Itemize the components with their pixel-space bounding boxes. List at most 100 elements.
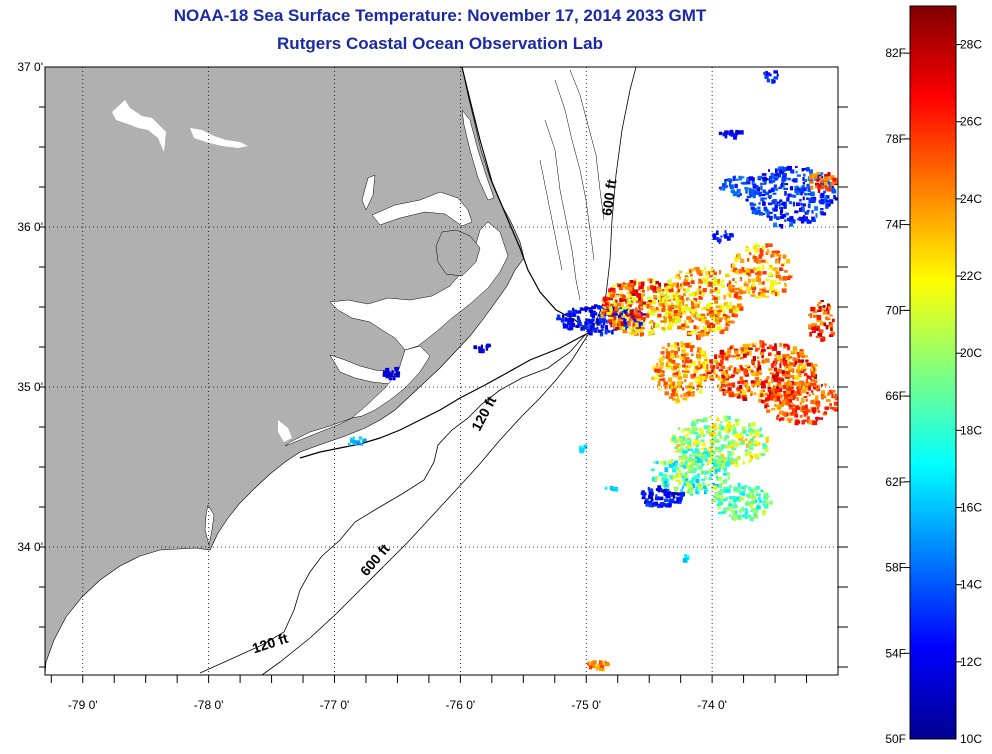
sst-pixel	[673, 392, 679, 397]
sst-pixel	[676, 300, 679, 306]
sst-pixel	[744, 514, 748, 519]
sst-pixel	[718, 354, 722, 359]
sst-pixel	[722, 389, 725, 393]
sst-pixel	[682, 464, 687, 469]
sst-pixel	[649, 310, 653, 316]
sst-pixel	[702, 291, 705, 296]
sst-pixel	[736, 188, 741, 194]
sst-pixel	[800, 385, 804, 391]
sst-pixel	[806, 362, 811, 367]
sst-pixel	[735, 419, 738, 423]
sst-pixel	[694, 438, 699, 443]
sst-pixel	[720, 235, 723, 238]
sst-pixel	[756, 367, 762, 373]
sst-pixel	[732, 268, 736, 273]
sst-pixel	[664, 300, 667, 306]
sst-pixel	[670, 393, 675, 397]
sst-pixel	[782, 385, 787, 389]
sst-pixel	[735, 510, 738, 514]
sst-pixel	[577, 319, 582, 325]
sst-pixel	[748, 176, 754, 181]
sst-pixel	[736, 194, 741, 198]
sst-pixel	[710, 267, 714, 273]
sst-pixel	[759, 378, 762, 382]
sst-pixel	[698, 286, 702, 289]
sst-pixel	[757, 259, 761, 264]
sst-pixel	[759, 427, 763, 431]
sst-pixel	[692, 483, 696, 488]
sst-pixel	[661, 294, 664, 297]
sst-pixel	[731, 448, 737, 451]
sst-pixel	[755, 485, 760, 490]
sst-pixel	[674, 355, 680, 358]
sst-pixel	[724, 130, 729, 135]
sst-pixel	[758, 433, 764, 438]
sst-pixel	[804, 218, 810, 222]
sst-pixel	[657, 485, 661, 489]
sst-pixel	[812, 420, 818, 426]
sst-pixel	[673, 363, 678, 367]
sst-pixel	[687, 332, 692, 335]
sst-pixel	[754, 192, 759, 195]
sst-pixel	[778, 418, 781, 422]
sst-pixel	[733, 191, 738, 196]
sst-pixel	[727, 486, 732, 489]
sst-pixel	[785, 401, 789, 405]
sst-pixel	[752, 443, 756, 446]
colorbar-f-label: 58F	[885, 561, 906, 575]
sst-pixel	[687, 299, 691, 302]
sst-pixel	[777, 414, 780, 417]
sst-pixel	[732, 504, 738, 509]
sst-pixel	[722, 186, 726, 191]
sst-pixel	[669, 279, 672, 284]
sst-pixel	[675, 284, 679, 288]
sst-pixel	[810, 306, 816, 312]
sst-pixel	[731, 424, 735, 430]
sst-pixel	[617, 283, 622, 288]
sst-pixel	[749, 427, 753, 432]
sst-pixel	[708, 328, 713, 332]
sst-pixel	[626, 302, 629, 308]
sst-pixel	[814, 176, 818, 181]
sst-pixel	[816, 384, 820, 390]
sst-pixel	[748, 453, 752, 456]
sst-pixel	[619, 306, 624, 311]
sst-pixel	[729, 365, 733, 369]
sst-pixel	[714, 282, 720, 286]
sst-pixel	[751, 359, 755, 364]
sst-pixel	[621, 283, 625, 288]
sst-pixel	[703, 365, 707, 370]
sst-pixel	[825, 316, 829, 321]
sst-pixel	[785, 374, 790, 378]
sst-pixel	[788, 356, 793, 359]
sst-pixel	[787, 394, 792, 398]
sst-pixel	[774, 389, 779, 392]
sst-pixel	[585, 325, 591, 330]
sst-pixel	[698, 458, 703, 461]
sst-pixel	[686, 385, 691, 389]
sst-pixel	[706, 306, 710, 310]
sst-pixel	[742, 439, 745, 444]
sst-pixel	[612, 310, 618, 313]
sst-pixel	[755, 432, 760, 437]
sst-pixel	[773, 80, 776, 84]
sst-pixel	[732, 305, 736, 310]
sst-pixel	[635, 315, 640, 319]
sst-pixel	[745, 248, 750, 252]
sst-pixel	[779, 378, 785, 382]
sst-pixel	[615, 310, 619, 313]
lon-label: -74 0'	[697, 698, 727, 712]
sst-pixel	[788, 365, 792, 370]
sst-pixel	[665, 290, 669, 295]
sst-pixel	[657, 313, 662, 318]
sst-pixel	[685, 324, 688, 327]
sst-pixel	[827, 181, 832, 187]
sst-pixel	[696, 482, 702, 487]
sst-pixel	[599, 331, 604, 337]
sst-pixel	[665, 496, 671, 499]
sst-pixel	[714, 299, 718, 304]
sst-pixel	[786, 258, 791, 264]
sst-pixel	[671, 492, 675, 497]
sst-pixel	[698, 485, 703, 489]
sst-pixel	[818, 172, 824, 176]
